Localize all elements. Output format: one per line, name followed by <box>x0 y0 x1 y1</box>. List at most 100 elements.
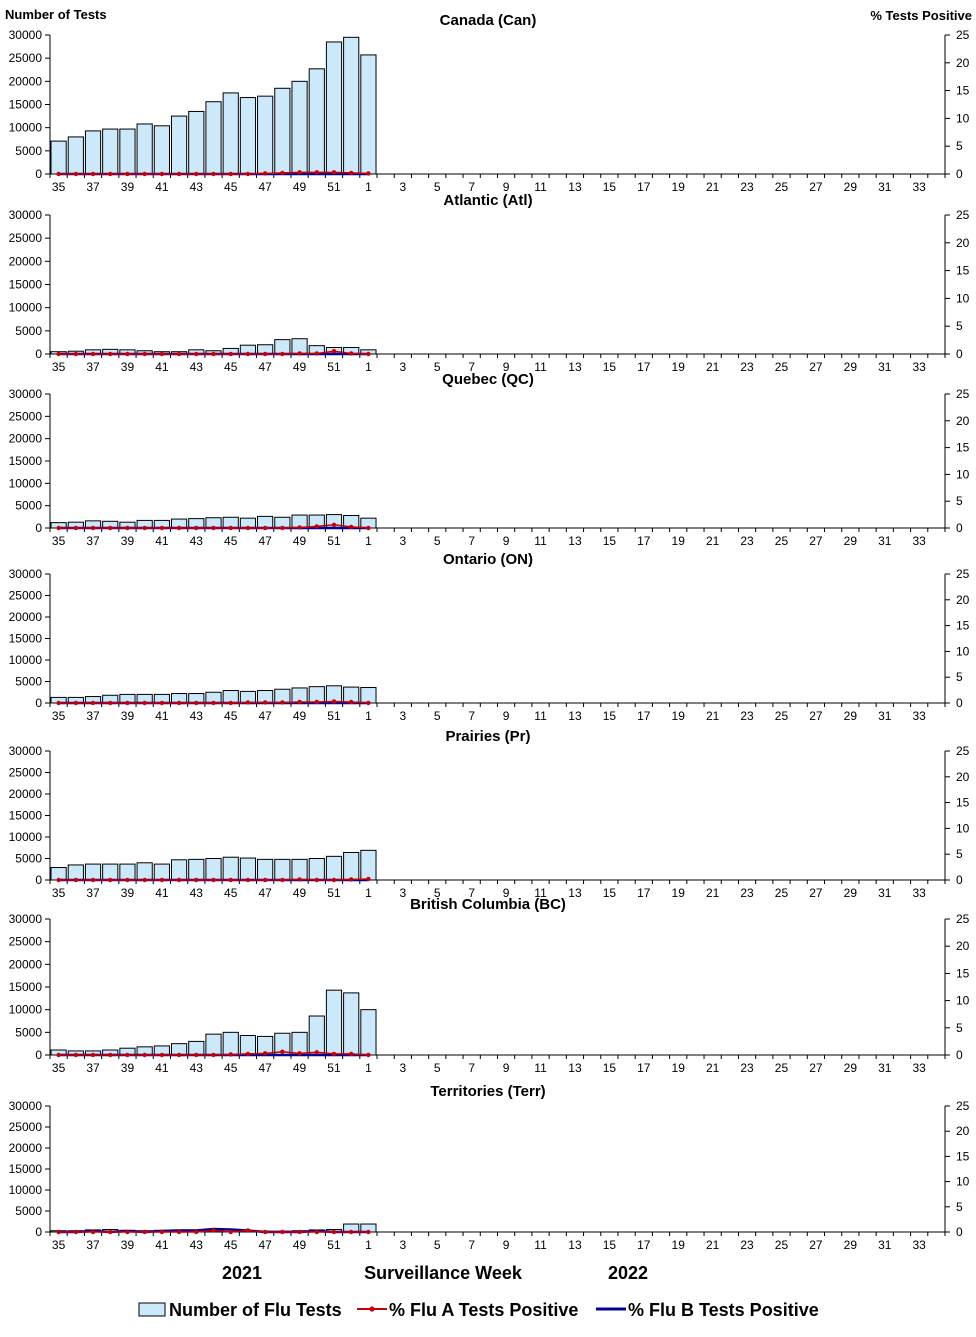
right-tick-label: 15 <box>956 796 970 810</box>
flu-a-point-week-48 <box>280 525 285 531</box>
panel-title-canada-can: Canada (Can) <box>440 12 537 29</box>
x-tick-label: 21 <box>706 886 720 900</box>
x-tick-label: 45 <box>224 1238 238 1252</box>
right-tick-label: 25 <box>956 28 970 42</box>
bar-week-41 <box>153 125 170 175</box>
left-tick-label: 30000 <box>9 28 43 42</box>
right-tick-label: 25 <box>956 567 970 581</box>
right-tick-label: 15 <box>956 619 970 633</box>
x-tick-label: 39 <box>121 360 135 374</box>
left-tick-label: 0 <box>35 521 42 535</box>
x-tick-label: 9 <box>503 886 510 900</box>
x-tick-label: 13 <box>568 1238 582 1252</box>
x-tick-label: 39 <box>121 709 135 723</box>
bar-week-48 <box>274 87 291 175</box>
right-tick-label: 15 <box>956 441 970 455</box>
x-tick-label: 37 <box>86 180 100 194</box>
x-tick-label: 49 <box>293 709 307 723</box>
flu-a-point-week-49 <box>297 1051 302 1056</box>
x-tick-label: 1 <box>365 1238 372 1252</box>
legend-flu-b-label: % Flu B Tests Positive <box>628 1300 819 1320</box>
x-tick-label: 7 <box>468 180 475 194</box>
right-tick-label: 5 <box>956 319 963 333</box>
left-tick-label: 5000 <box>15 1204 42 1218</box>
x-tick-label: 41 <box>155 360 169 374</box>
x-tick-label: 11 <box>534 360 547 374</box>
flu-a-point-week-50 <box>314 1229 319 1235</box>
panel-british-columbia-bc: British Columbia (BC) 0 5000 10000 15000 2000… <box>9 896 970 1075</box>
right-tick-label: 25 <box>956 912 970 926</box>
x-tick-label: 19 <box>672 709 686 723</box>
flu-a-point-week-37 <box>90 351 96 357</box>
x-tick-label: 23 <box>740 886 754 900</box>
flu-a-point-week-48 <box>280 351 285 357</box>
x-tick-label: 49 <box>293 1061 307 1075</box>
x-tick-label: 43 <box>190 886 204 900</box>
x-tick-label: 3 <box>399 709 406 723</box>
x-tick-label: 15 <box>603 534 617 548</box>
flu-a-point-week-52 <box>349 524 354 530</box>
x-tick-label: 17 <box>637 360 651 374</box>
right-tick-label: 10 <box>956 644 970 658</box>
x-tick-label: 7 <box>468 534 475 548</box>
flu-a-point-week-46 <box>245 877 251 883</box>
bar-week-41 <box>153 863 170 881</box>
flu-a-point-week-39 <box>125 351 130 357</box>
x-tick-label: 31 <box>878 360 892 374</box>
x-tick-label: 9 <box>503 180 510 194</box>
left-tick-label: 20000 <box>9 787 43 801</box>
bar-week-44 <box>205 1033 222 1056</box>
bar-week-44 <box>205 101 222 175</box>
flu-a-point-week-51 <box>331 349 337 354</box>
flu-a-point-week-41 <box>159 700 165 706</box>
flu-a-point-week-46 <box>245 1051 251 1057</box>
x-tick-label: 1 <box>365 360 372 374</box>
x-tick-label: 41 <box>155 180 169 194</box>
flu-a-point-week-41 <box>159 351 165 357</box>
bar-week-38 <box>102 863 119 881</box>
flu-a-point-week-43 <box>194 1229 199 1235</box>
flu-a-point-week-45 <box>228 525 233 531</box>
x-tick-label: 11 <box>534 886 547 900</box>
flu-a-point-week-39 <box>125 1229 130 1235</box>
flu-a-point-week-50 <box>314 351 319 356</box>
right-tick-label: 20 <box>956 593 970 607</box>
left-tick-label: 0 <box>35 1048 42 1062</box>
left-tick-label: 0 <box>35 167 42 181</box>
x-tick-label: 17 <box>637 1238 651 1252</box>
x-tick-label: 15 <box>603 180 617 194</box>
x-tick-label: 29 <box>844 709 858 723</box>
right-tick-label: 15 <box>956 264 970 278</box>
left-tick-label: 25000 <box>9 409 43 423</box>
x-tick-label: 51 <box>327 1238 341 1252</box>
flu-a-point-week-52 <box>349 699 354 705</box>
x-tick-label: 49 <box>293 360 307 374</box>
bar-week-36 <box>67 136 84 175</box>
right-tick-label: 20 <box>956 770 970 784</box>
left-tick-label: 15000 <box>9 809 43 823</box>
flu-a-point-week-52 <box>349 351 354 356</box>
left-tick-label: 15000 <box>9 632 43 646</box>
flu-a-point-week-51 <box>331 1051 337 1057</box>
x-tick-label: 15 <box>603 709 617 723</box>
left-tick-label: 0 <box>35 347 42 361</box>
x-tick-label: 37 <box>86 360 100 374</box>
left-tick-label: 5000 <box>15 852 42 866</box>
x-tick-label: 11 <box>534 709 547 723</box>
flu-a-point-week-44 <box>211 1228 216 1233</box>
bar-week-37 <box>84 130 102 175</box>
x-axis-title: Surveillance Week <box>364 1263 523 1283</box>
bar-week-52 <box>343 851 360 881</box>
left-tick-label: 10000 <box>9 830 43 844</box>
right-tick-label: 20 <box>956 1124 970 1138</box>
flu-a-point-week-51 <box>331 877 337 883</box>
flu-a-point-week-1 <box>366 351 371 357</box>
panel-ontario-on: Ontario (ON) 0 5000 10000 15000 20000 25000 300… <box>9 551 970 723</box>
x-tick-label: 33 <box>913 886 927 900</box>
x-tick-label: 47 <box>258 534 272 548</box>
bar-week-39 <box>119 863 136 881</box>
bar-week-36 <box>67 864 84 881</box>
x-tick-label: 15 <box>603 1061 617 1075</box>
left-tick-label: 25000 <box>9 766 43 780</box>
x-tick-label: 33 <box>913 534 927 548</box>
